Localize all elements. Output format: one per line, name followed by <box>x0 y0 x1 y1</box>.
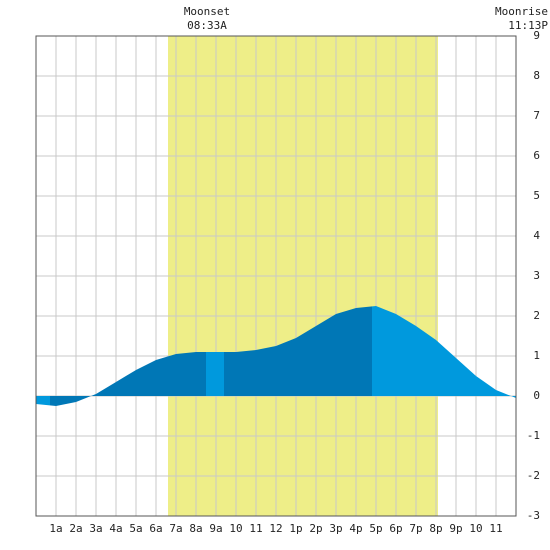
x-tick-label: 9p <box>449 522 462 535</box>
x-tick-label: 2p <box>309 522 322 535</box>
y-tick-label: -3 <box>527 509 540 522</box>
y-tick-label: 5 <box>533 189 540 202</box>
x-tick-label: 12 <box>269 522 282 535</box>
y-tick-label: 8 <box>533 69 540 82</box>
y-tick-label: 0 <box>533 389 540 402</box>
event-name: Moonset <box>184 5 230 18</box>
x-tick-label: 9a <box>209 522 222 535</box>
x-tick-label: 3p <box>329 522 342 535</box>
y-tick-label: 1 <box>533 349 540 362</box>
event-name: Moonrise <box>495 5 548 18</box>
x-tick-label: 7a <box>169 522 182 535</box>
x-tick-label: 4a <box>109 522 122 535</box>
y-tick-label: 7 <box>533 109 540 122</box>
x-tick-label: 7p <box>409 522 422 535</box>
event-time: 08:33A <box>187 19 227 32</box>
x-tick-label: 11 <box>249 522 262 535</box>
event-time: 11:13P <box>508 19 548 32</box>
y-tick-label: 2 <box>533 309 540 322</box>
x-tick-label: 1a <box>49 522 62 535</box>
x-tick-label: 6p <box>389 522 402 535</box>
y-tick-label: -1 <box>527 429 540 442</box>
x-tick-label: 5p <box>369 522 382 535</box>
x-tick-label: 4p <box>349 522 362 535</box>
x-tick-label: 1p <box>289 522 302 535</box>
x-tick-label: 11 <box>489 522 502 535</box>
x-tick-label: 10 <box>469 522 482 535</box>
y-tick-label: 9 <box>533 29 540 42</box>
x-tick-label: 8p <box>429 522 442 535</box>
plot-border <box>35 35 517 517</box>
y-tick-label: 3 <box>533 269 540 282</box>
y-tick-label: 4 <box>533 229 540 242</box>
x-tick-label: 8a <box>189 522 202 535</box>
y-tick-label: -2 <box>527 469 540 482</box>
x-tick-label: 10 <box>229 522 242 535</box>
x-tick-label: 5a <box>129 522 142 535</box>
x-tick-label: 2a <box>69 522 82 535</box>
x-tick-label: 3a <box>89 522 102 535</box>
y-tick-label: 6 <box>533 149 540 162</box>
x-tick-label: 6a <box>149 522 162 535</box>
tide-area <box>36 306 516 406</box>
